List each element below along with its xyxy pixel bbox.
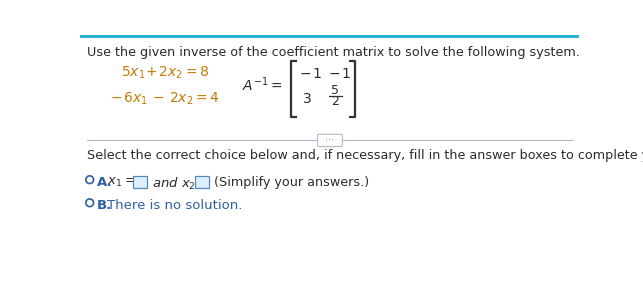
Text: (Simplify your answers.): (Simplify your answers.) xyxy=(213,176,369,189)
FancyBboxPatch shape xyxy=(318,134,342,147)
Text: ···: ··· xyxy=(325,135,334,146)
Text: $5$: $5$ xyxy=(330,84,339,97)
Text: $-\,6x_1\,-\,2x_2 = 4$: $-\,6x_1\,-\,2x_2 = 4$ xyxy=(110,91,219,107)
Text: Select the correct choice below and, if necessary, fill in the answer boxes to c: Select the correct choice below and, if … xyxy=(87,149,643,162)
Text: $A^{-1}=$: $A^{-1}=$ xyxy=(242,75,282,94)
Text: $-\,1$: $-\,1$ xyxy=(299,67,322,81)
FancyBboxPatch shape xyxy=(132,176,147,188)
Text: $5x_1$: $5x_1$ xyxy=(121,64,145,81)
Bar xyxy=(80,35,579,38)
Text: $x_1 =$: $x_1 =$ xyxy=(107,176,136,189)
Text: Use the given inverse of the coefficient matrix to solve the following system.: Use the given inverse of the coefficient… xyxy=(87,46,579,59)
FancyBboxPatch shape xyxy=(195,176,210,188)
Text: A.: A. xyxy=(96,176,113,189)
Text: $-\,1$: $-\,1$ xyxy=(327,67,351,81)
Text: $2$: $2$ xyxy=(331,95,340,108)
Text: B.: B. xyxy=(96,199,112,212)
Text: $3$: $3$ xyxy=(302,92,312,106)
Text: There is no solution.: There is no solution. xyxy=(107,199,242,212)
Text: and $x_2 =$: and $x_2 =$ xyxy=(152,176,209,192)
Text: $+\,2x_2 = 8$: $+\,2x_2 = 8$ xyxy=(145,64,209,81)
